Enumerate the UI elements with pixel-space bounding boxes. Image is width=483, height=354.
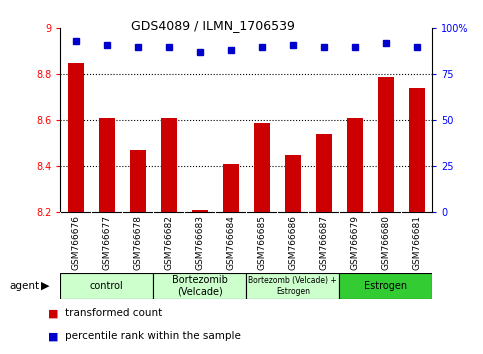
Text: ■: ■ [48, 308, 59, 318]
Text: Bortezomib
(Velcade): Bortezomib (Velcade) [172, 275, 228, 297]
Bar [192, 210, 208, 212]
Text: GSM766686: GSM766686 [288, 215, 298, 270]
Bar [409, 88, 425, 212]
Text: GSM766685: GSM766685 [257, 215, 266, 270]
Text: control: control [90, 281, 124, 291]
Bar [347, 118, 363, 212]
Text: GSM766687: GSM766687 [319, 215, 328, 270]
Text: GSM766678: GSM766678 [133, 215, 142, 270]
Text: GSM766680: GSM766680 [381, 215, 390, 270]
Text: Estrogen: Estrogen [364, 281, 407, 291]
Text: ▶: ▶ [41, 281, 50, 291]
Text: GSM766683: GSM766683 [195, 215, 204, 270]
Text: GSM766679: GSM766679 [350, 215, 359, 270]
Text: percentile rank within the sample: percentile rank within the sample [65, 331, 241, 341]
Bar [68, 63, 84, 212]
Text: Bortezomb (Velcade) +
Estrogen: Bortezomb (Velcade) + Estrogen [248, 276, 337, 296]
Bar [339, 273, 432, 299]
Bar [99, 118, 114, 212]
Bar [285, 155, 300, 212]
Bar [161, 118, 177, 212]
Text: GSM766676: GSM766676 [71, 215, 80, 270]
Bar [130, 150, 145, 212]
Text: GSM766681: GSM766681 [412, 215, 421, 270]
Text: ■: ■ [48, 331, 59, 341]
Text: transformed count: transformed count [65, 308, 162, 318]
Text: GSM766684: GSM766684 [227, 215, 235, 270]
Bar [223, 164, 239, 212]
Text: agent: agent [10, 281, 40, 291]
Text: GSM766677: GSM766677 [102, 215, 112, 270]
Text: GDS4089 / ILMN_1706539: GDS4089 / ILMN_1706539 [130, 19, 295, 33]
Bar [154, 273, 246, 299]
Bar [254, 123, 270, 212]
Bar [378, 77, 394, 212]
Bar [246, 273, 339, 299]
Bar [60, 273, 154, 299]
Bar [316, 134, 331, 212]
Text: GSM766682: GSM766682 [164, 215, 173, 270]
